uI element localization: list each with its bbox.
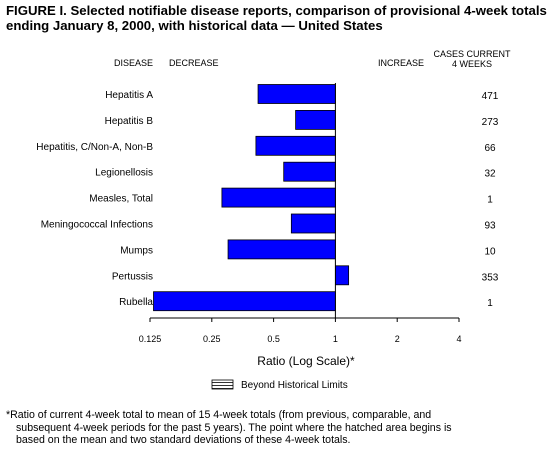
header-disease: DISEASE xyxy=(114,58,153,68)
bar xyxy=(221,187,336,208)
header-decrease: DECREASE xyxy=(169,58,219,68)
legend-hatch-swatch xyxy=(211,379,234,390)
category-label: Hepatitis A xyxy=(105,90,153,101)
bar xyxy=(255,135,336,156)
category-label: Hepatitis, C/Non-A, Non-B xyxy=(36,142,153,153)
header-increase: INCREASE xyxy=(378,58,424,68)
bar xyxy=(334,265,350,286)
x-tick-label: 0.125 xyxy=(139,334,162,344)
category-label: Measles, Total xyxy=(89,194,153,205)
header-cases-line-1: CASES CURRENT xyxy=(433,49,511,59)
footnote-line-1: *Ratio of current 4-week total to mean o… xyxy=(6,409,432,421)
x-axis-label: Ratio (Log Scale)* xyxy=(257,354,355,368)
cases-value: 93 xyxy=(484,221,496,232)
footnote: *Ratio of current 4-week total to mean o… xyxy=(6,409,551,447)
x-tick-label: 4 xyxy=(456,334,461,344)
header-cases-line-2: 4 WEEKS xyxy=(452,59,492,69)
bar xyxy=(227,239,336,260)
legend: Beyond Historical Limits xyxy=(211,379,348,391)
legend-label: Beyond Historical Limits xyxy=(241,380,348,391)
x-axis: 0.125 0.25 0.5 1 2 4 xyxy=(139,83,462,344)
bar xyxy=(153,291,336,312)
bar xyxy=(283,161,336,182)
category-label: Pertussis xyxy=(112,271,153,282)
x-tick-label: 2 xyxy=(395,334,400,344)
category-label: Mumps xyxy=(120,245,153,256)
cases-value: 353 xyxy=(482,272,499,283)
footnote-line-2: subsequent 4-week periods for the past 5… xyxy=(16,421,452,434)
footnote-line-3: based on the mean and two standard devia… xyxy=(16,434,351,446)
cases-value: 273 xyxy=(482,117,499,128)
bar xyxy=(257,84,336,104)
bars-layer: Hepatitis A 471 Hepatitis B 273 Hepatitis, C… xyxy=(36,84,499,312)
cases-value: 66 xyxy=(484,143,496,154)
x-tick-label: 0.5 xyxy=(267,334,280,344)
category-label: Meningococcal Infections xyxy=(41,220,153,231)
cases-value: 10 xyxy=(484,246,496,257)
bar xyxy=(295,110,336,130)
cases-value: 32 xyxy=(484,169,496,180)
category-label: Legionellosis xyxy=(95,168,153,179)
category-label: Hepatitis B xyxy=(105,116,154,127)
bar xyxy=(290,213,336,234)
cases-value: 1 xyxy=(487,298,493,309)
cases-value: 1 xyxy=(487,195,493,206)
figure-title-line-2: ending January 8, 2000, with historical … xyxy=(6,18,383,33)
cases-value: 471 xyxy=(482,91,499,102)
figure-title-line-1: FIGURE I. Selected notifiable disease re… xyxy=(6,3,547,18)
x-tick-label: 1 xyxy=(333,334,338,344)
category-label: Rubella xyxy=(119,297,153,308)
figure-title: FIGURE I. Selected notifiable disease re… xyxy=(6,3,551,33)
x-tick-label: 0.25 xyxy=(203,334,221,344)
